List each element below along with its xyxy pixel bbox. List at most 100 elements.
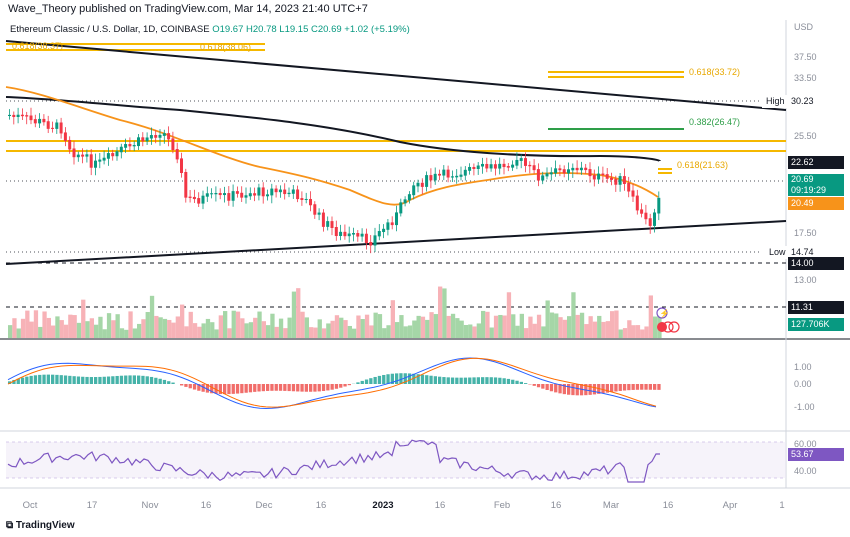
volume-bar [369,325,374,338]
candle-body [622,176,626,184]
rsi-indicator [6,439,786,483]
fib-label-top-left-b: 0.618(38.37) [12,41,64,51]
candle-body [231,191,235,201]
volume-bar [25,310,30,338]
volume-bar [653,316,658,338]
candle-body [545,173,549,177]
volume-bar [506,292,512,338]
macd-histogram-bar [360,380,364,384]
candle-body [390,222,394,226]
candle-body [175,149,179,160]
dividend-event-icon[interactable] [662,321,674,333]
volume-bar [412,320,417,338]
macd-histogram-bar [610,384,614,393]
volume-bar [180,304,185,338]
macd-histogram-bar [373,376,377,384]
volume-bar [51,325,56,338]
candle-body [8,114,11,116]
fib-label-mid-right: 0.382(26.47) [689,117,741,127]
dividend-event-icon[interactable] [657,322,667,332]
volume-bar [476,323,481,338]
candle-body [98,159,102,162]
volume-bar [137,323,142,338]
candle-body [111,153,115,157]
volume-bar [498,314,503,338]
candle-body [287,192,291,195]
volume-bar [283,328,288,338]
candle-body [192,196,196,200]
volume-bar [330,320,335,338]
macd-histogram-bar [493,377,498,384]
macd-histogram-bar [287,384,291,392]
tradingview-logo[interactable]: ⧉ TradingView [6,520,75,531]
volume-bar [554,313,559,338]
candle-body [601,173,605,176]
macd-histogram-bar [399,373,403,384]
candle-body [42,118,46,123]
volume-bar [141,319,146,338]
candle-body [356,233,360,237]
candle-body [330,221,334,229]
macd-histogram-bar [412,373,416,384]
candle-body [554,168,558,174]
macd-histogram-bar [210,384,214,394]
dividend-event-icon[interactable] [668,321,680,333]
macd-histogram-bar [124,375,128,384]
candle-body [442,169,446,176]
volume-bar [76,322,82,338]
candle-body [141,137,145,142]
time-tick: 16 [662,500,674,511]
candle-body [16,114,20,118]
legend-close: C20.69 [311,24,342,35]
macd-histogram-bar [601,384,605,394]
volume-bar [524,328,529,338]
volume-bar [115,314,120,338]
publisher-header: Wave_Theory published on TradingView.com… [8,3,368,15]
macd-histogram-bar [128,375,132,384]
upper-trendline [5,40,787,111]
macd-histogram-bar [235,384,240,394]
candle-body [46,121,50,129]
time-tick: 16 [550,500,562,511]
macd-histogram-bar [369,378,373,384]
volume-bar [287,317,292,338]
volume-bar [395,322,400,338]
volume-bar [119,328,125,338]
volume-bar [145,312,150,338]
macd-histogram-bar [395,373,399,384]
macd-histogram-bar [476,377,480,384]
volume-bar [192,323,198,338]
candle-body [579,167,583,171]
candle-body [218,193,222,196]
volume-bar [360,319,365,338]
price-tick: 25.50 [794,131,817,141]
candle-body [132,145,136,147]
macd-histogram-bar [554,384,558,393]
candle-body [51,127,54,129]
candle-body [558,168,562,171]
volume-bar [68,314,73,338]
volume-bar [94,324,99,338]
time-tick: 17 [86,500,98,511]
candle-body [493,164,497,169]
candle-body [425,175,429,187]
candle-body [524,158,527,166]
macd-histogram-bar [640,384,644,390]
candle-body [592,175,596,180]
volume-bar [124,329,129,338]
current-price-tag: 20.69 09:19:29 [788,174,844,196]
currency-label: USD [794,22,814,32]
lightning-event-icon[interactable] [656,307,668,319]
rsi-line [7,439,660,483]
macd-histogram-bar [592,384,597,395]
candle-body [296,189,300,200]
candle-body [137,137,140,147]
candle-body [382,228,386,233]
candle-body [519,158,523,161]
rsi-value-tag: 53.67 [788,448,844,461]
volume-bar [81,299,86,338]
time-tick: 1 [779,500,785,511]
candle-body [85,154,89,157]
volume-bar [231,310,236,338]
